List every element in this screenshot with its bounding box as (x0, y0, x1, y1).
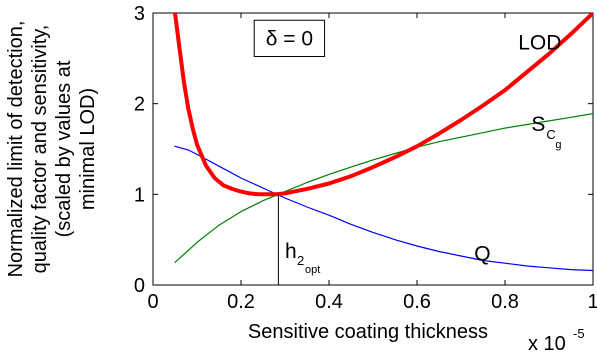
x-tick-label: 0.8 (491, 291, 519, 313)
y-axis-label-line: quality factor and sensitivity, (29, 25, 51, 274)
y-axis-label-line: Normalized limit of detection, (5, 21, 27, 278)
y-axis-label-line: minimal LOD) (77, 88, 99, 210)
optimum-label-sub: 2 (297, 253, 304, 268)
series-label: LOD (518, 31, 561, 54)
optimum-label-subsub: opt (305, 264, 320, 276)
series-label: Q (474, 243, 490, 266)
series-line-q (174, 145, 593, 272)
x-multiplier-exponent: -5 (573, 326, 585, 341)
y-axis-label: Normalized limit of detection, quality f… (5, 21, 99, 278)
delta-box (253, 19, 326, 58)
x-axis-multiplier: x 10 -5 (528, 326, 585, 355)
series-layer (173, 13, 593, 272)
y-tick-label: 1 (134, 184, 145, 206)
x-tick-label: 0.2 (227, 291, 255, 313)
x-axis-label: Sensitive coating thickness (248, 321, 488, 343)
x-tick-label: 0.4 (315, 291, 343, 313)
x-tick-label: 1 (587, 291, 597, 313)
series-line-lod (173, 13, 593, 197)
series-label-sub: C (546, 127, 555, 142)
series-line-s-cg (174, 112, 593, 263)
delta-label: δ = 0 (266, 27, 313, 50)
y-axis-label-line: (scaled by values at (53, 60, 75, 237)
y-tick-label: 0 (134, 275, 145, 297)
y-axis-ticks: 0 1 2 3 (134, 3, 593, 297)
y-tick-label: 3 (134, 3, 145, 25)
series-label-subsub: g (555, 139, 561, 151)
x-tick-label: 0 (147, 291, 158, 313)
axes-frame (152, 12, 594, 286)
x-multiplier-base: x 10 (528, 333, 566, 355)
y-tick-label: 2 (134, 94, 145, 116)
series-label: S (531, 113, 545, 136)
optimum-label: h (285, 240, 297, 263)
x-axis-ticks: 0 0.2 0.4 0.6 0.8 1 (147, 13, 597, 313)
x-tick-label: 0.6 (403, 291, 431, 313)
